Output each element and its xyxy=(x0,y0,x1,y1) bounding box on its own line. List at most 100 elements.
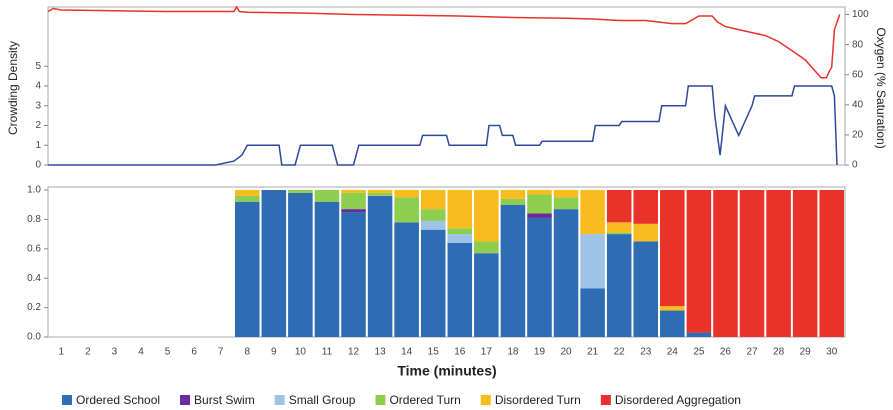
bar-segment xyxy=(420,220,446,230)
x-tick-label: 4 xyxy=(138,347,144,358)
bar-segment xyxy=(394,222,419,337)
bar-segment xyxy=(500,204,526,337)
x-tick-label: 11 xyxy=(322,347,333,358)
bar-segment xyxy=(341,192,366,210)
y-tick-label: 0.0 xyxy=(27,332,41,343)
bar-segment xyxy=(420,229,446,337)
y-tick-label: 0.8 xyxy=(27,214,41,225)
legend-swatch xyxy=(274,395,285,405)
x-tick-label: 5 xyxy=(165,347,171,358)
y2-tick-label: 60 xyxy=(852,69,864,80)
bar-segment xyxy=(367,190,393,193)
bar-segment xyxy=(367,192,393,196)
bar-segment xyxy=(580,190,605,235)
y-tick-label: 3 xyxy=(35,100,41,111)
x-tick-label: 13 xyxy=(375,347,387,358)
x-tick-label: 8 xyxy=(244,347,250,358)
bar-segment xyxy=(394,190,419,198)
bar-segment xyxy=(606,234,632,337)
legend-label: Burst Swim xyxy=(194,393,255,407)
bar-segment xyxy=(527,194,552,214)
legend-label: Disordered Turn xyxy=(495,393,581,407)
bar-segment xyxy=(420,209,446,221)
bar-segment xyxy=(606,232,632,235)
bar-segment xyxy=(234,195,260,202)
x-tick-label: 2 xyxy=(85,347,91,358)
x-axis-label: Time (minutes) xyxy=(397,363,496,379)
y-tick-label: 1.0 xyxy=(27,185,41,196)
bar-segment xyxy=(792,190,818,337)
x-tick-label: 9 xyxy=(271,347,277,358)
y-tick-label: 1 xyxy=(35,140,41,151)
bar-segment xyxy=(341,212,366,337)
bar-segment xyxy=(633,241,659,337)
x-tick-label: 21 xyxy=(587,347,599,358)
bar-segment xyxy=(580,288,605,337)
y2-axis-label: Oxygen (% Saturation) xyxy=(874,27,888,148)
bar-segment xyxy=(553,190,579,198)
x-tick-label: 16 xyxy=(454,347,466,358)
y-tick-label: 2 xyxy=(35,120,41,131)
line-series xyxy=(48,85,838,166)
bar-segment xyxy=(527,217,552,337)
bar-segment xyxy=(234,201,260,337)
bar-segment xyxy=(500,190,526,199)
bar-segment xyxy=(474,190,499,242)
y-tick-label: 0.6 xyxy=(27,243,41,254)
bar-segment xyxy=(367,195,393,337)
legend-swatch xyxy=(180,395,191,405)
bar-segment xyxy=(447,242,473,337)
bar-segment xyxy=(474,253,499,337)
bar-segment xyxy=(713,190,738,337)
x-tick-label: 14 xyxy=(401,347,413,358)
bar-segment xyxy=(447,190,473,229)
bar-segment xyxy=(314,201,340,337)
bar-segment xyxy=(234,190,260,196)
bar-segment xyxy=(447,234,473,243)
bar-segment xyxy=(553,197,579,210)
legend-swatch xyxy=(600,395,611,405)
bar-segment xyxy=(341,209,366,213)
bar-segment xyxy=(766,190,791,337)
y-axis-label: Crowding Density xyxy=(6,41,20,135)
bottom-frame xyxy=(47,186,846,338)
bar-segment xyxy=(686,332,712,337)
legend-label: Small Group xyxy=(289,393,356,407)
bar-segment xyxy=(580,234,605,289)
bar-segment xyxy=(527,213,552,218)
y2-tick-label: 20 xyxy=(852,130,864,141)
y2-tick-label: 100 xyxy=(852,9,869,20)
bar-segment xyxy=(819,190,844,337)
y-tick-label: 4 xyxy=(35,81,41,92)
bar-segment xyxy=(660,190,685,307)
bar-segment xyxy=(633,190,659,224)
x-tick-label: 12 xyxy=(348,347,360,358)
x-tick-label: 22 xyxy=(614,347,626,358)
bar-segment xyxy=(420,190,446,210)
top-frame xyxy=(47,6,846,166)
x-tick-label: 23 xyxy=(640,347,652,358)
bar-segment xyxy=(447,228,473,235)
x-tick-label: 27 xyxy=(746,347,758,358)
line-series xyxy=(47,5,841,79)
legend-swatch xyxy=(480,395,491,405)
bar-segment xyxy=(606,190,632,223)
x-tick-label: 24 xyxy=(667,347,679,358)
legend-swatch xyxy=(62,395,72,405)
x-tick-label: 20 xyxy=(560,347,572,358)
legend-label: Disordered Aggregation xyxy=(615,393,741,407)
y2-tick-label: 0 xyxy=(852,160,858,171)
bar-segment xyxy=(739,190,765,337)
x-tick-label: 19 xyxy=(534,347,546,358)
bar-segment xyxy=(686,190,712,333)
x-tick-label: 29 xyxy=(800,347,812,358)
y2-tick-label: 40 xyxy=(852,99,864,110)
legend-swatch xyxy=(375,395,386,405)
x-tick-label: 7 xyxy=(218,347,224,358)
x-tick-label: 25 xyxy=(693,347,705,358)
bar-segment xyxy=(606,222,632,233)
bar-segment xyxy=(288,192,313,337)
x-tick-label: 30 xyxy=(826,347,838,358)
